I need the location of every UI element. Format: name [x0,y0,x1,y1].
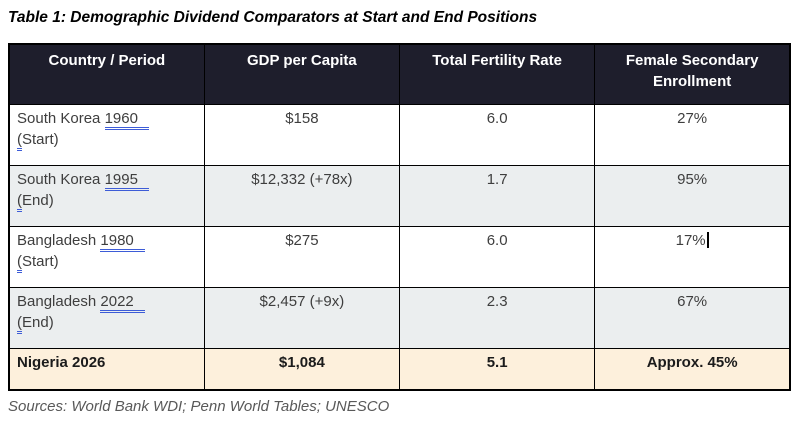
table-row-south-korea-1995: South Korea 1995 (End) $12,332 (+78x) 1.7… [8,164,791,227]
cell-total-fertility-rate[interactable]: 6.0 [398,225,596,288]
cell-country-period[interactable]: Nigeria 2026 [8,347,205,391]
col-header-country-period[interactable]: Country / Period [8,43,205,105]
table-row-bangladesh-1980: Bangladesh 1980 (Start) $275 6.0 17% [8,225,791,288]
cell-total-fertility-rate[interactable]: 1.7 [398,164,596,227]
grammar-underline-year: 1995 [104,170,149,191]
cell-total-fertility-rate[interactable]: 6.0 [398,103,596,166]
phase-label: End) [22,191,54,209]
cell-gdp-per-capita[interactable]: $158 [203,103,401,166]
grammar-underline-year: 1980 [100,231,145,252]
cell-gdp-per-capita[interactable]: $275 [203,225,401,288]
grammar-underline-paren: ( [17,191,22,212]
cell-total-fertility-rate[interactable]: 2.3 [398,286,596,349]
cell-country-period[interactable]: South Korea 1995 (End) [8,164,205,227]
cell-female-secondary-enrollment[interactable]: 67% [594,286,791,349]
cell-female-secondary-enrollment[interactable]: 17% [594,225,791,288]
grammar-underline-paren: ( [17,252,22,273]
table-row-south-korea-1960: South Korea 1960 (Start) $158 6.0 27% [8,103,791,166]
col-header-total-fertility-rate[interactable]: Total Fertility Rate [398,43,596,105]
table-title: Table 1: Demographic Dividend Comparator… [8,9,538,26]
grammar-underline-paren: ( [17,130,22,151]
document-page: Table 1: Demographic Dividend Comparator… [8,9,791,415]
country-name: Bangladesh [17,292,101,310]
table-row-bangladesh-2022: Bangladesh 2022 (End) $2,457 (+9x) 2.3 67… [8,286,791,349]
table-header-row: Country / Period GDP per Capita Total Fe… [8,43,791,105]
phase-label: Start) [22,130,59,148]
phase-label: Start) [22,252,59,270]
enrollment-value: 17% [675,231,706,249]
grammar-underline-paren: ( [17,313,22,334]
phase-label: End) [22,313,54,331]
col-header-female-secondary-enrollment[interactable]: Female Secondary Enrollment [594,43,791,105]
text-cursor [706,231,709,248]
grammar-underline-year: 2022 [100,292,145,313]
cell-female-secondary-enrollment[interactable]: 95% [594,164,791,227]
cell-country-period[interactable]: Bangladesh 1980 (Start) [8,225,205,288]
grammar-underline-year: 1960 [104,109,149,130]
cell-gdp-per-capita[interactable]: $2,457 (+9x) [203,286,401,349]
demographic-comparators-table: Country / Period GDP per Capita Total Fe… [8,43,791,391]
cell-country-period[interactable]: South Korea 1960 (Start) [8,103,205,166]
cell-gdp-per-capita[interactable]: $12,332 (+78x) [203,164,401,227]
cell-female-secondary-enrollment[interactable]: 27% [594,103,791,166]
country-name: Bangladesh [17,231,101,249]
cell-female-secondary-enrollment[interactable]: Approx. 45% [594,347,791,391]
country-name: South Korea [17,109,105,127]
cell-gdp-per-capita[interactable]: $1,084 [203,347,401,391]
sources-note: Sources: World Bank WDI; Penn World Tabl… [8,398,390,415]
table-row-nigeria-2026: Nigeria 2026 $1,084 5.1 Approx. 45% [8,347,791,391]
cell-country-period[interactable]: Bangladesh 2022 (End) [8,286,205,349]
country-name: South Korea [17,170,105,188]
cell-total-fertility-rate[interactable]: 5.1 [398,347,596,391]
col-header-gdp-per-capita[interactable]: GDP per Capita [203,43,401,105]
